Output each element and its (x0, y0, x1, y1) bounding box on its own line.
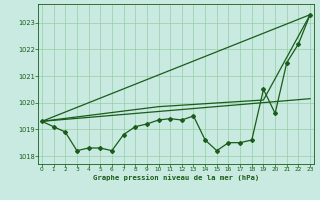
X-axis label: Graphe pression niveau de la mer (hPa): Graphe pression niveau de la mer (hPa) (93, 175, 259, 181)
